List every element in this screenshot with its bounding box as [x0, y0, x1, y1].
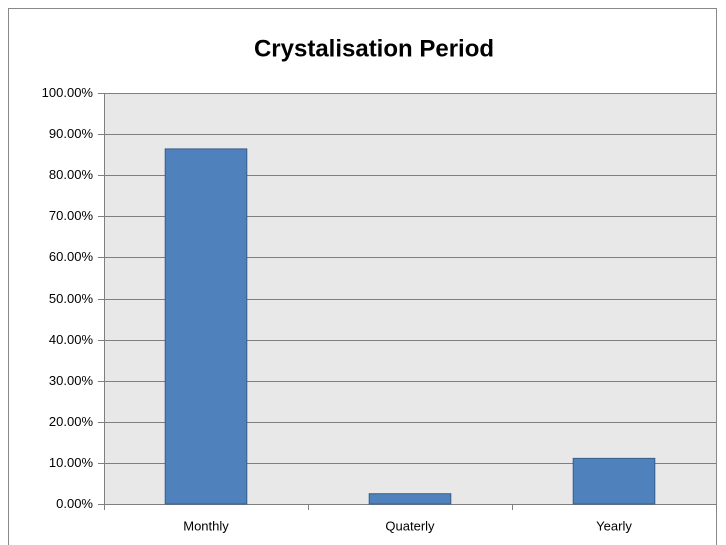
- y-tick-label: 0.00%: [56, 496, 93, 511]
- bar: [572, 457, 656, 505]
- y-tick-label: 20.00%: [49, 414, 94, 429]
- chart-title: Crystalisation Period: [254, 35, 494, 62]
- y-tick-label: 40.00%: [49, 332, 94, 347]
- y-tick-label: 70.00%: [49, 208, 94, 223]
- x-tick-label: Yearly: [596, 518, 632, 533]
- bar: [368, 493, 452, 505]
- chart-frame: [8, 8, 717, 545]
- x-tick-label: Monthly: [183, 518, 229, 533]
- x-tick-label: Quaterly: [385, 518, 435, 533]
- y-tick-label: 80.00%: [49, 167, 94, 182]
- y-tick-label: 60.00%: [49, 249, 94, 264]
- y-tick-label: 90.00%: [49, 126, 94, 141]
- bar: [164, 148, 248, 505]
- y-tick-label: 100.00%: [42, 85, 94, 100]
- y-tick-label: 50.00%: [49, 291, 94, 306]
- y-tick-label: 10.00%: [49, 455, 94, 470]
- y-tick-label: 30.00%: [49, 373, 94, 388]
